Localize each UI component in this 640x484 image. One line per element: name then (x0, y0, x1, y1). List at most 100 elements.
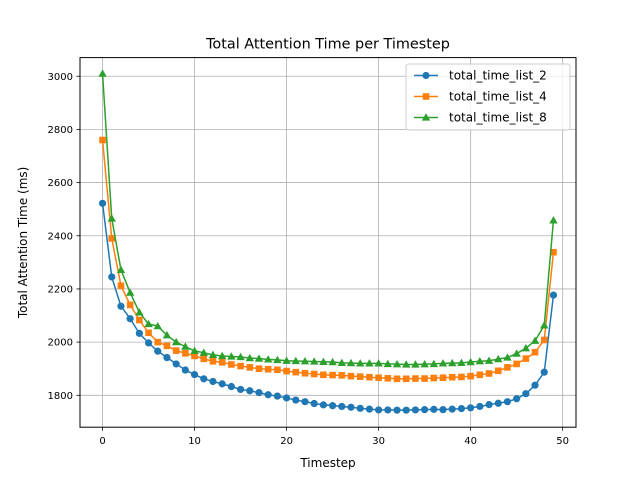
data-point (108, 235, 116, 242)
ticks: 0 10 20 30 40 50 1800 2000 2200 2400 2600 2800 3000 (48, 72, 569, 447)
data-point (476, 402, 484, 411)
data-point (375, 374, 382, 382)
data-point (217, 351, 227, 360)
data-point (430, 405, 438, 413)
data-point (402, 375, 410, 383)
data-point (136, 316, 143, 324)
data-point (98, 69, 107, 77)
data-point (172, 347, 180, 354)
legend-marker (421, 113, 431, 121)
data-point (485, 370, 493, 377)
data-point (209, 377, 217, 386)
data-point (374, 359, 383, 367)
data-point (383, 359, 393, 368)
axes-frame (79, 57, 577, 428)
y-axis-label: Total Attention Time (ms) (16, 167, 30, 320)
data-point (154, 338, 162, 346)
data-point (513, 395, 521, 403)
data-point (466, 357, 475, 366)
legend-item: total_time_list_2 (414, 69, 547, 83)
y-tick-label: 2400 (48, 231, 73, 242)
legend-label: total_time_list_4 (449, 90, 547, 104)
data-point (347, 403, 355, 411)
legend-item: total_time_list_4 (414, 90, 547, 104)
data-point (200, 355, 208, 363)
data-point (199, 348, 208, 356)
data-point (162, 330, 172, 339)
data-point (531, 348, 539, 356)
x-tick-label: 40 (464, 436, 477, 447)
data-point (254, 354, 264, 362)
data-point (154, 347, 162, 355)
data-point (393, 406, 401, 414)
data-point (420, 359, 429, 368)
legend-label: total_time_list_2 (449, 69, 547, 83)
data-point (172, 360, 180, 368)
data-point (494, 399, 502, 407)
data-point (108, 273, 116, 281)
data-point (448, 358, 457, 367)
data-point (116, 265, 126, 273)
data-point (366, 373, 373, 381)
data-point (163, 353, 171, 362)
data-point (439, 374, 447, 382)
x-tick-label: 10 (188, 436, 201, 447)
data-point (273, 392, 281, 400)
y-tick-label: 2800 (48, 125, 73, 136)
series-total_time_list_2 (98, 199, 558, 414)
data-point (171, 337, 181, 346)
y-tick-label: 1800 (48, 391, 73, 402)
data-point (301, 369, 309, 377)
data-point (246, 364, 254, 371)
data-point (246, 387, 254, 395)
data-point (503, 353, 512, 361)
data-point (402, 360, 411, 368)
data-point (282, 356, 291, 364)
data-point (475, 357, 485, 365)
data-point (429, 359, 439, 368)
data-point (218, 380, 226, 388)
data-point (144, 319, 153, 328)
data-point (338, 372, 346, 379)
data-point (346, 358, 356, 367)
data-point (421, 375, 428, 382)
data-point (549, 216, 558, 224)
data-point (117, 302, 125, 310)
data-point (264, 391, 272, 399)
data-point (310, 370, 318, 378)
legend-marker (422, 93, 430, 100)
data-point (522, 355, 530, 362)
data-point (430, 374, 438, 382)
data-point (292, 368, 300, 376)
data-point (540, 336, 548, 344)
legend: total_time_list_2 total_time_list_4 total_… (405, 63, 571, 131)
data-point (375, 406, 383, 414)
data-point (365, 405, 374, 413)
data-point (540, 368, 548, 376)
data-point (438, 359, 448, 367)
data-point (513, 360, 520, 368)
data-point (484, 356, 494, 364)
y-tick-label: 2200 (48, 285, 73, 296)
data-point (521, 344, 531, 352)
legend-marker (422, 71, 430, 80)
data-point (99, 136, 106, 144)
data-point (512, 349, 521, 357)
data-point (448, 405, 456, 413)
data-point (292, 396, 300, 404)
data-point (309, 357, 319, 365)
data-point (412, 375, 419, 382)
data-point (117, 282, 125, 290)
data-point (255, 365, 263, 373)
data-point (540, 321, 549, 329)
data-point (458, 373, 465, 381)
legend-box (405, 63, 571, 131)
data-point (494, 354, 503, 363)
y-tick-label: 2000 (48, 338, 73, 349)
series-layer (98, 69, 558, 414)
x-axis-label: Timestep (299, 456, 355, 470)
data-point (320, 371, 327, 379)
data-point (274, 366, 281, 374)
data-point (522, 390, 530, 398)
